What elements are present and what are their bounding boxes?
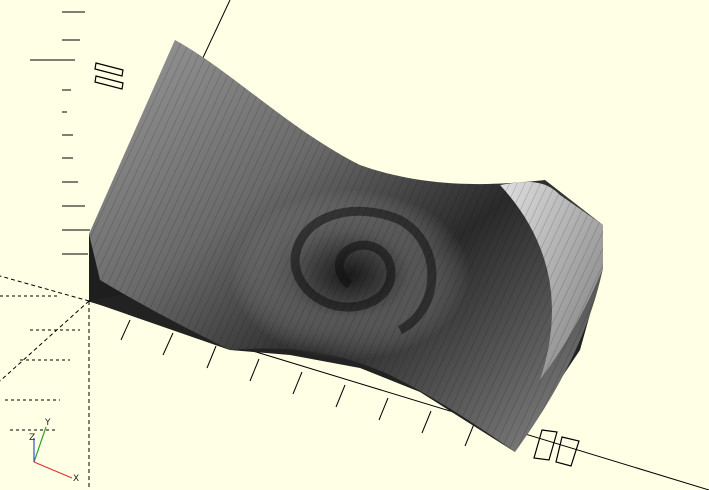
- axis-label-z: Z: [29, 433, 35, 443]
- model-ridge-texture: [89, 40, 603, 452]
- axis-label-y: Y: [44, 418, 51, 428]
- y-axis-ruler-ticks: [30, 11, 90, 255]
- negative-axis-ticks: [0, 295, 80, 431]
- model-left-face: [89, 234, 230, 350]
- spiral-surface-model[interactable]: [89, 40, 603, 452]
- x-axis-ruler-ticks: [120, 319, 475, 447]
- ruler-numeral-bottom-right: 10: [533, 429, 580, 467]
- ruler-numeral-top-left: 10: [94, 62, 124, 90]
- axis-label-x: X: [73, 474, 79, 484]
- axis-orientation-indicator: X Y Z: [29, 418, 79, 484]
